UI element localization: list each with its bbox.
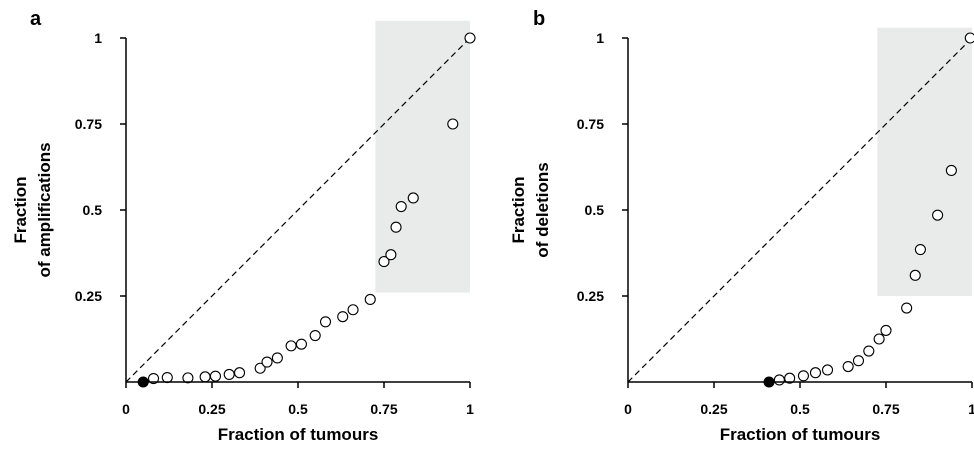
shaded-region — [877, 27, 972, 297]
data-point — [285, 340, 297, 352]
panel-letter: b — [533, 8, 545, 30]
x-tick-label: 1 — [466, 401, 474, 417]
diagonal-reference-line — [627, 37, 973, 383]
data-point — [809, 367, 822, 379]
axis-ticks: 0 0.25 0.5 0.75 1 0.25 0.5 0.75 1 — [577, 30, 974, 417]
axis-ticks: 0 0.25 0.5 0.75 1 0.25 0.5 0.75 1 — [75, 30, 474, 417]
data-point — [309, 330, 321, 342]
shaded-region — [375, 20, 470, 293]
y-tick-label: 0.25 — [75, 288, 102, 304]
data-point — [945, 164, 957, 176]
data-point — [821, 364, 834, 376]
data-point — [842, 360, 854, 373]
x-tick-label: 0.5 — [288, 401, 308, 417]
data-point — [182, 372, 194, 384]
x-tick-label: 0.5 — [790, 401, 810, 417]
data-point — [271, 352, 283, 364]
data-point — [901, 302, 913, 314]
data-point — [319, 316, 332, 328]
x-tick-label: 0 — [122, 401, 130, 417]
y-tick-label: 0.5 — [83, 202, 103, 218]
data-point — [385, 249, 397, 261]
data-point — [909, 269, 921, 281]
data-point — [464, 32, 476, 44]
data-point — [295, 338, 307, 350]
x-tick-label: 0.25 — [198, 401, 225, 417]
panel-b: 0 0.25 0.5 0.75 1 0.25 0.5 0.75 1 b Fraction of … — [509, 8, 974, 444]
y-tick-label: 0.25 — [577, 288, 604, 304]
data-point — [261, 356, 273, 368]
y-axis-label-line-2: of deletions — [533, 162, 552, 257]
y-axis-label-line-1: Fraction — [509, 176, 528, 243]
data-point — [347, 304, 359, 316]
y-axis-label-line-1: Fraction — [11, 176, 30, 243]
data-point — [852, 355, 865, 367]
diagonal-reference-line — [125, 37, 471, 383]
y-tick-label: 0.75 — [577, 116, 604, 132]
data-point — [880, 324, 892, 336]
data-point — [863, 345, 875, 357]
data-point — [390, 221, 402, 233]
data-point — [337, 311, 349, 323]
y-tick-label: 1 — [596, 30, 604, 46]
x-tick-label: 1 — [968, 401, 974, 417]
y-tick-label: 1 — [94, 30, 102, 46]
x-axis-label: Fraction of tumours — [218, 425, 379, 444]
data-point — [364, 293, 376, 305]
y-axis-label-line-2: of amplifications — [35, 142, 54, 277]
data-point — [784, 372, 796, 384]
panel-letter: a — [30, 8, 42, 30]
data-point — [873, 333, 885, 345]
panel-a: 0 0.25 0.5 0.75 1 0.25 0.5 0.75 1 a Fraction of … — [11, 8, 476, 444]
scatter-points — [137, 32, 476, 388]
x-tick-label: 0 — [624, 401, 632, 417]
data-point — [914, 244, 926, 256]
data-point — [797, 370, 809, 382]
data-point — [233, 367, 246, 379]
data-point — [254, 362, 266, 374]
data-point — [395, 201, 407, 213]
x-tick-label: 0.75 — [872, 401, 899, 417]
data-point — [773, 374, 785, 386]
data-point — [199, 371, 211, 383]
data-point — [964, 32, 974, 44]
data-point — [932, 209, 944, 221]
data-point — [209, 370, 221, 382]
x-axis-label: Fraction of tumours — [720, 425, 881, 444]
data-point — [223, 368, 235, 380]
x-tick-label: 0.75 — [370, 401, 397, 417]
y-tick-label: 0.75 — [75, 116, 102, 132]
x-tick-label: 0.25 — [700, 401, 727, 417]
data-point — [147, 373, 160, 385]
y-tick-label: 0.5 — [585, 202, 605, 218]
data-point — [161, 371, 173, 384]
data-point — [378, 256, 390, 268]
data-point — [447, 118, 459, 130]
data-point — [407, 192, 419, 204]
